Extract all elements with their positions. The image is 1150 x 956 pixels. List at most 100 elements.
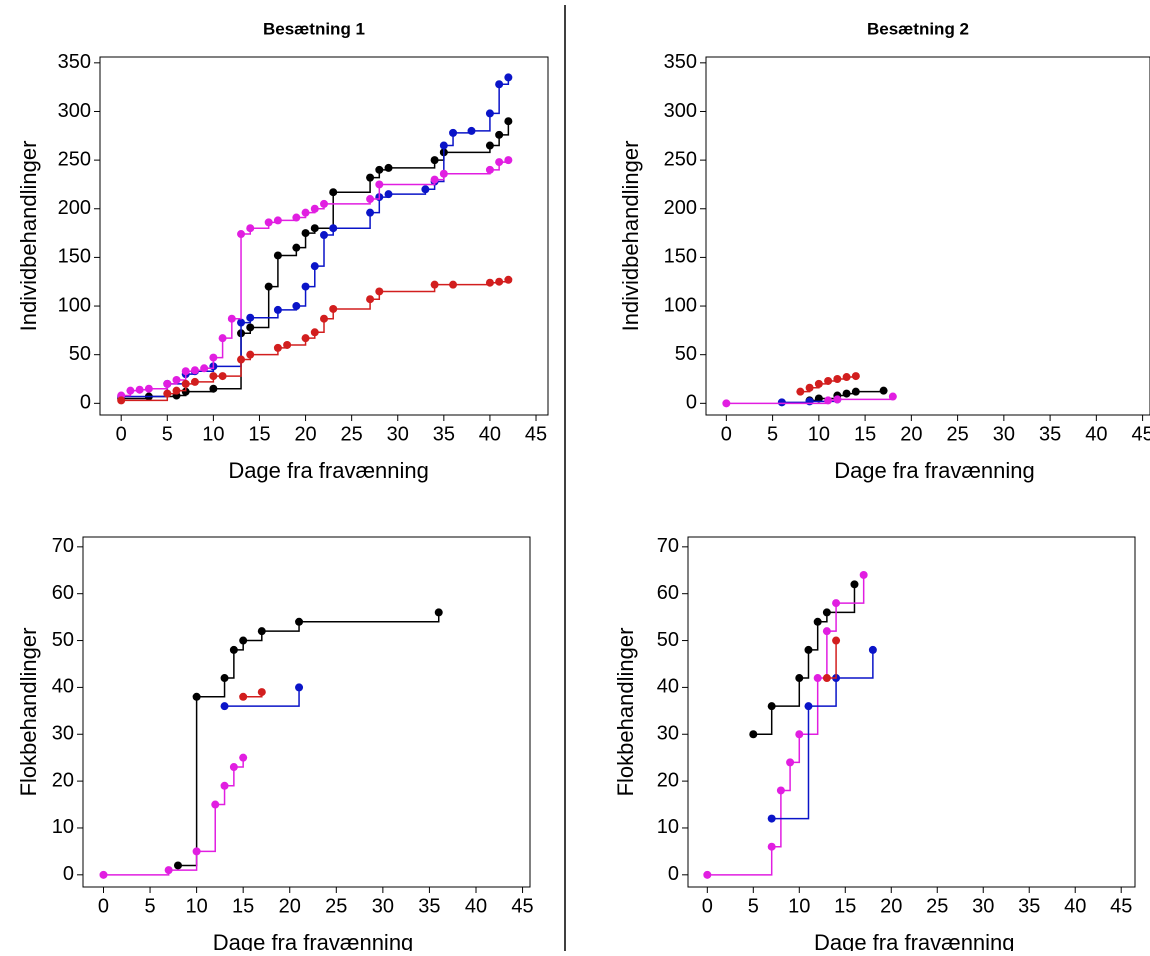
step-line bbox=[177, 612, 440, 867]
x-tick-label: 45 bbox=[1131, 423, 1150, 445]
point bbox=[239, 753, 248, 762]
x-tick-label: 35 bbox=[1018, 895, 1040, 917]
point bbox=[246, 313, 255, 322]
y-tick-label: 20 bbox=[657, 769, 679, 791]
point bbox=[218, 372, 227, 381]
step-line bbox=[753, 584, 856, 736]
point bbox=[796, 387, 805, 396]
y-tick-label: 100 bbox=[58, 294, 91, 316]
x-tick-label: 10 bbox=[202, 423, 224, 445]
point bbox=[246, 224, 255, 233]
y-tick-label: 0 bbox=[63, 863, 74, 885]
y-tick-label: 0 bbox=[80, 392, 91, 414]
x-axis-label: Dage fra fravænning bbox=[834, 458, 1035, 483]
point bbox=[822, 608, 831, 617]
x-tick-label: 15 bbox=[232, 895, 254, 917]
step-line bbox=[121, 121, 510, 400]
x-tick-label: 30 bbox=[993, 423, 1015, 445]
x-tick-label: 25 bbox=[341, 423, 363, 445]
x-tick-label: 20 bbox=[294, 423, 316, 445]
point bbox=[804, 645, 813, 654]
point bbox=[227, 314, 236, 323]
point bbox=[822, 674, 831, 683]
y-tick-label: 30 bbox=[52, 723, 74, 745]
y-axis-label: Individbehandlinger bbox=[618, 141, 643, 332]
point bbox=[310, 204, 319, 213]
x-tick-label: 10 bbox=[185, 895, 207, 917]
y-tick-label: 100 bbox=[664, 294, 697, 316]
point bbox=[172, 386, 181, 395]
point bbox=[173, 861, 182, 870]
y-tick-label: 50 bbox=[657, 629, 679, 651]
point bbox=[301, 282, 310, 291]
x-tick-label: 35 bbox=[433, 423, 455, 445]
point bbox=[229, 645, 238, 654]
point bbox=[163, 389, 172, 398]
step-line bbox=[224, 687, 300, 707]
point bbox=[495, 277, 504, 286]
point bbox=[805, 383, 814, 392]
y-tick-label: 50 bbox=[69, 343, 91, 365]
series-group bbox=[99, 608, 443, 879]
point bbox=[320, 199, 328, 208]
point bbox=[283, 340, 292, 349]
point bbox=[375, 180, 384, 189]
chart-title: Besætning 1 bbox=[263, 19, 365, 38]
point bbox=[421, 185, 430, 194]
plot-frame bbox=[687, 536, 1136, 888]
x-axis-label: Dage fra fravænning bbox=[228, 458, 429, 483]
point bbox=[814, 379, 823, 388]
point bbox=[310, 224, 319, 233]
point bbox=[822, 627, 831, 636]
point bbox=[366, 295, 375, 304]
x-tick-label: 20 bbox=[900, 423, 922, 445]
point bbox=[805, 397, 814, 406]
point bbox=[218, 334, 227, 343]
y-axis-label: Flokbehandlinger bbox=[613, 628, 638, 797]
x-tick-label: 25 bbox=[946, 423, 968, 445]
point bbox=[209, 372, 218, 381]
y-tick-label: 350 bbox=[664, 51, 697, 73]
point bbox=[164, 866, 173, 875]
y-tick-label: 70 bbox=[52, 535, 74, 557]
point bbox=[192, 692, 201, 701]
x-tick-label: 0 bbox=[98, 895, 109, 917]
point bbox=[117, 396, 126, 405]
point bbox=[329, 304, 338, 313]
point bbox=[190, 366, 199, 375]
point bbox=[439, 141, 448, 150]
y-tick-label: 200 bbox=[58, 197, 91, 219]
point bbox=[375, 165, 384, 174]
point bbox=[239, 692, 248, 701]
point bbox=[384, 190, 393, 199]
x-tick-label: 30 bbox=[372, 895, 394, 917]
point bbox=[320, 314, 328, 323]
point bbox=[295, 617, 304, 626]
point bbox=[375, 287, 384, 296]
y-tick-label: 250 bbox=[58, 148, 91, 170]
y-tick-label: 300 bbox=[664, 100, 697, 122]
x-tick-label: 30 bbox=[387, 423, 409, 445]
point bbox=[292, 243, 301, 252]
point bbox=[292, 302, 301, 311]
point bbox=[181, 387, 190, 396]
x-tick-label: 20 bbox=[279, 895, 301, 917]
point bbox=[237, 355, 246, 364]
step-line bbox=[707, 574, 865, 876]
x-tick-label: 5 bbox=[144, 895, 155, 917]
point bbox=[220, 674, 229, 683]
y-tick-label: 70 bbox=[657, 535, 679, 557]
point bbox=[851, 387, 860, 396]
point bbox=[301, 208, 310, 217]
plot-frame bbox=[705, 56, 1150, 416]
point bbox=[814, 394, 823, 403]
y-tick-label: 0 bbox=[668, 863, 679, 885]
x-tick-label: 15 bbox=[248, 423, 270, 445]
point bbox=[449, 280, 458, 289]
x-tick-label: 5 bbox=[162, 423, 173, 445]
point bbox=[813, 674, 822, 683]
x-tick-label: 40 bbox=[465, 895, 487, 917]
x-tick-label: 30 bbox=[972, 895, 994, 917]
point bbox=[485, 141, 494, 150]
point bbox=[504, 156, 513, 165]
